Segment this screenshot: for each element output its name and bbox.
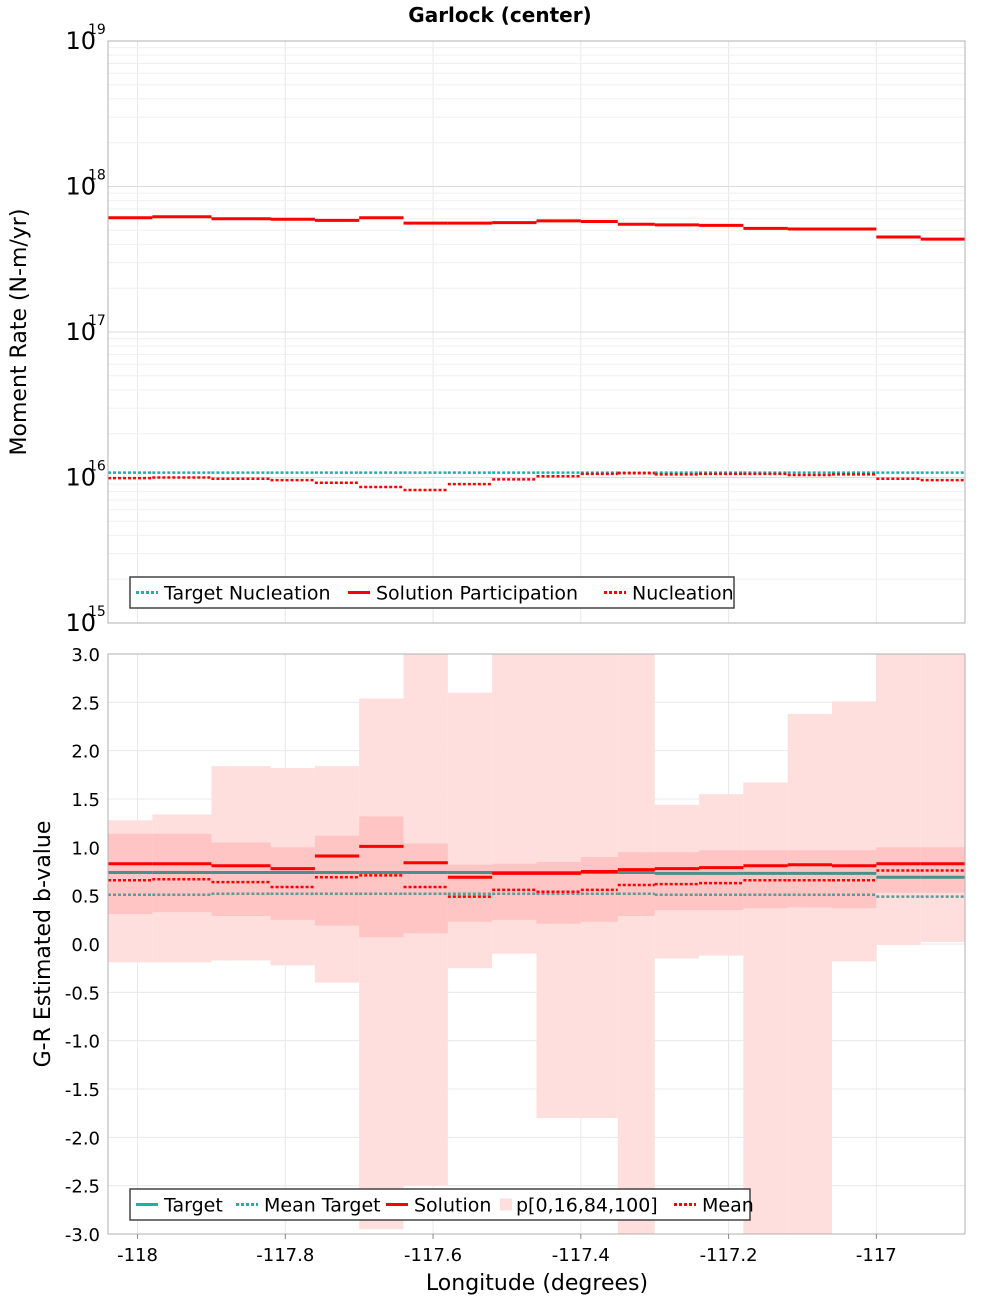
legend-label: Target	[163, 1195, 223, 1217]
legend-swatch	[500, 1198, 512, 1211]
x-tick-label: -117.6	[404, 1245, 462, 1266]
bottom-y-tick-label: 2.0	[71, 742, 100, 763]
series-solution-participation	[108, 215, 965, 241]
bottom-y-tick-label: 3.0	[71, 645, 100, 666]
x-ticks: -118 -117.8 -117.6 -117.4 -117.2 -117	[117, 1234, 897, 1266]
legend-item-target: Target	[136, 1195, 223, 1217]
series-mean-target	[108, 892, 965, 898]
bottom-plot-frame	[107, 653, 966, 1235]
legend-label: p[0,16,84,100]	[516, 1195, 658, 1217]
legend-item-p-0-16-84-100: p[0,16,84,100]	[500, 1195, 658, 1217]
bottom-y-tick-label: -2.0	[65, 1128, 100, 1149]
bottom-y-tick-label: -3.0	[65, 1225, 100, 1246]
legend-item-solution: Solution	[386, 1195, 491, 1217]
band-inner-rect	[699, 850, 744, 911]
legend-label: Mean	[702, 1195, 754, 1217]
legend-item-target-nucleation: Target Nucleation	[136, 583, 331, 605]
legend-item-solution-participation: Solution Participation	[348, 583, 578, 605]
x-tick-label: -117.2	[700, 1245, 758, 1266]
band-outer-rect	[617, 654, 655, 1234]
band-outer-rect	[447, 692, 493, 969]
band-inner-rect	[211, 842, 271, 916]
bottom-y-tick-label: 1.0	[71, 838, 100, 859]
bottom-y-tick-label: -1.5	[65, 1080, 100, 1101]
band-inner-rect	[403, 843, 448, 934]
legend-frame	[129, 576, 735, 609]
band-outer-rect	[920, 654, 965, 943]
bottom-y-ticks: -3.0 -2.5 -2.0 -1.5 -1.0 -0.5 0.0 0.5 1.0 1.5 2.0 2…	[65, 645, 100, 1246]
chart-title: Garlock (center)	[408, 3, 591, 27]
b-value-panel: -3.0 -2.5 -2.0 -1.5 -1.0 -0.5 0.0 0.5 1.0 1.5 2.0 2…	[31, 645, 966, 1296]
bottom-y-axis-label: G-R Estimated b-value	[31, 821, 56, 1068]
top-y-tick-base: 10	[65, 27, 96, 55]
band-outer-rect	[359, 698, 404, 1230]
legend-label: Mean Target	[264, 1195, 381, 1217]
band-outer-rect	[832, 701, 877, 962]
x-tick-label: -117.4	[552, 1245, 610, 1266]
band-inner-rect	[314, 835, 360, 926]
legend-label: Solution	[414, 1195, 491, 1217]
x-axis-label: Longitude (degrees)	[426, 1271, 648, 1296]
bottom-legend[interactable]: Target Mean Target Solution p[0,16,84,100] M…	[129, 1188, 754, 1221]
top-grid	[108, 41, 965, 624]
top-y-axis-label: Moment Rate (N-m/yr)	[7, 209, 32, 456]
bottom-y-tick-label: -2.5	[65, 1177, 100, 1198]
band-inner-rect	[654, 852, 700, 911]
legend-label: Nucleation	[632, 583, 734, 605]
top-y-tick-base: 10	[65, 318, 96, 346]
band-inner-rect	[359, 816, 404, 938]
top-data	[108, 215, 965, 492]
band-inner-rect	[270, 847, 315, 920]
bottom-data	[108, 654, 965, 1234]
legend-item-nucleation: Nucleation	[604, 583, 734, 605]
top-y-tick-exponent: 16	[88, 459, 106, 475]
band-outer-rect	[876, 654, 921, 945]
band-inner-rect	[787, 850, 833, 908]
top-y-tick-exponent: 19	[88, 22, 106, 38]
top-plot-frame	[107, 40, 966, 624]
legend-label: Target Nucleation	[163, 583, 331, 605]
series-solution	[108, 844, 965, 879]
legend-item-mean: Mean	[674, 1195, 754, 1217]
bottom-y-tick-label: 0.5	[71, 887, 100, 908]
series-nucleation	[108, 471, 965, 492]
series-mean	[108, 869, 965, 898]
top-y-tick-base: 10	[65, 464, 96, 492]
bottom-y-tick-label: 0.0	[71, 935, 100, 956]
top-y-tick-exponent: 15	[88, 604, 106, 620]
bottom-y-tick-label: -1.0	[65, 1032, 100, 1053]
top-y-tick-exponent: 18	[88, 168, 106, 184]
band-outer-rect	[787, 713, 833, 1234]
legend-item-mean-target: Mean Target	[236, 1195, 381, 1217]
bottom-y-tick-label: 1.5	[71, 790, 100, 811]
top-y-tick-base: 10	[65, 609, 96, 637]
x-tick-label: -117	[856, 1245, 897, 1266]
top-y-tick-base: 10	[65, 173, 96, 201]
series-target	[108, 870, 965, 879]
top-y-tick-exponent: 17	[88, 313, 106, 329]
bottom-y-tick-label: -0.5	[65, 983, 100, 1004]
x-tick-label: -117.8	[256, 1245, 314, 1266]
top-legend[interactable]: Target Nucleation Solution Participation N…	[129, 576, 735, 609]
x-tick-label: -118	[117, 1245, 158, 1266]
bottom-y-tick-label: 2.5	[71, 693, 100, 714]
legend-frame	[129, 1188, 751, 1221]
legend-label: Solution Participation	[376, 583, 578, 605]
